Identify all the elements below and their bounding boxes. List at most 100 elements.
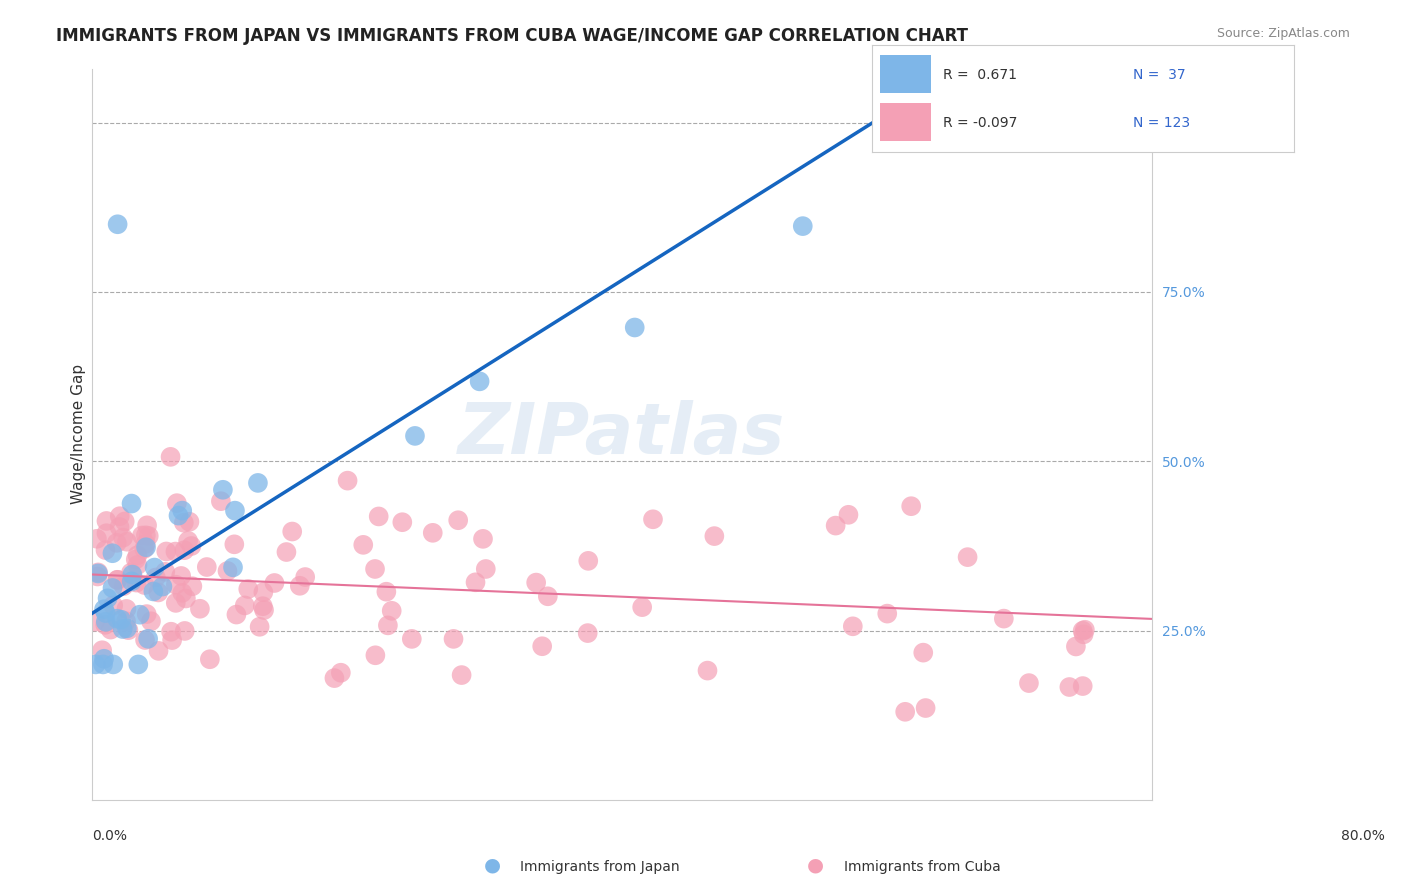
Point bbox=[281, 524, 304, 539]
Point bbox=[391, 515, 413, 529]
Text: IMMIGRANTS FROM JAPAN VS IMMIGRANTS FROM CUBA WAGE/INCOME GAP CORRELATION CHART: IMMIGRANTS FROM JAPAN VS IMMIGRANTS FROM… bbox=[56, 27, 969, 45]
Point bbox=[103, 657, 125, 672]
Point bbox=[195, 560, 218, 574]
Point bbox=[404, 429, 426, 443]
Text: ZIPatlas: ZIPatlas bbox=[458, 400, 786, 468]
Point bbox=[323, 671, 346, 685]
Point bbox=[252, 585, 274, 599]
Point bbox=[447, 513, 470, 527]
Point bbox=[152, 580, 174, 594]
Point bbox=[94, 606, 117, 620]
Point bbox=[87, 566, 110, 580]
Point bbox=[135, 537, 157, 551]
Point bbox=[443, 632, 465, 646]
Point bbox=[121, 574, 143, 589]
Point bbox=[912, 646, 935, 660]
Point bbox=[91, 643, 114, 657]
Point bbox=[576, 626, 599, 640]
Point bbox=[86, 569, 108, 583]
Point bbox=[364, 648, 387, 663]
Point bbox=[209, 494, 232, 508]
Point bbox=[100, 623, 122, 637]
Point bbox=[696, 664, 718, 678]
Point bbox=[86, 532, 108, 546]
Point bbox=[165, 544, 187, 558]
Point bbox=[112, 579, 135, 593]
Point bbox=[1064, 640, 1087, 654]
Point bbox=[165, 596, 187, 610]
Point bbox=[375, 584, 398, 599]
Point bbox=[576, 554, 599, 568]
Point bbox=[172, 503, 194, 517]
Text: N =  37: N = 37 bbox=[1133, 68, 1185, 81]
Point bbox=[103, 599, 125, 613]
Text: 0.0%: 0.0% bbox=[91, 829, 127, 843]
Point bbox=[120, 566, 142, 580]
Point bbox=[173, 543, 195, 558]
Point bbox=[252, 599, 274, 614]
Point bbox=[101, 581, 124, 595]
Point bbox=[224, 503, 246, 517]
Point bbox=[179, 515, 201, 529]
Point bbox=[134, 578, 156, 592]
Point bbox=[472, 532, 495, 546]
Point bbox=[108, 520, 131, 534]
Point bbox=[96, 526, 118, 541]
Point bbox=[94, 615, 117, 629]
Point bbox=[166, 496, 188, 510]
Point bbox=[249, 620, 271, 634]
Point bbox=[238, 582, 260, 596]
Point bbox=[222, 560, 245, 574]
Point bbox=[468, 375, 491, 389]
Point bbox=[148, 644, 170, 658]
Point bbox=[94, 543, 117, 558]
Point bbox=[524, 575, 547, 590]
Point bbox=[105, 536, 128, 550]
Point bbox=[115, 621, 138, 635]
Point bbox=[1074, 623, 1097, 637]
Point bbox=[377, 618, 399, 632]
Text: ●: ● bbox=[807, 855, 824, 874]
Point bbox=[181, 579, 204, 593]
Point bbox=[174, 591, 197, 606]
Point bbox=[139, 614, 162, 628]
Point bbox=[336, 474, 359, 488]
Point bbox=[134, 633, 156, 648]
Point bbox=[87, 566, 110, 581]
Point bbox=[531, 639, 554, 653]
Point bbox=[107, 573, 129, 587]
Point bbox=[900, 499, 922, 513]
Point bbox=[894, 705, 917, 719]
Point bbox=[956, 550, 979, 565]
Point bbox=[143, 560, 166, 574]
Point bbox=[537, 589, 560, 603]
Point bbox=[105, 573, 128, 587]
Point bbox=[631, 600, 654, 615]
Text: Immigrants from Cuba: Immigrants from Cuba bbox=[844, 860, 1000, 874]
Point bbox=[145, 570, 167, 584]
Bar bbox=[880, 103, 931, 141]
Point bbox=[142, 584, 165, 599]
Point bbox=[135, 528, 157, 542]
Point bbox=[475, 562, 498, 576]
Point bbox=[135, 607, 157, 621]
Point bbox=[217, 564, 239, 578]
Text: R =  0.671: R = 0.671 bbox=[943, 68, 1018, 81]
Point bbox=[135, 540, 157, 554]
Point bbox=[1071, 624, 1094, 638]
Point bbox=[112, 531, 135, 545]
Point bbox=[94, 618, 117, 632]
Y-axis label: Wage/Income Gap: Wage/Income Gap bbox=[72, 364, 86, 504]
Point bbox=[212, 483, 235, 497]
Point bbox=[224, 537, 246, 551]
Point bbox=[914, 701, 936, 715]
Point bbox=[138, 529, 160, 543]
Text: ●: ● bbox=[484, 855, 501, 874]
Bar bbox=[880, 55, 931, 93]
Point bbox=[225, 607, 247, 622]
Point bbox=[882, 116, 904, 130]
Point bbox=[96, 591, 118, 606]
Point bbox=[842, 619, 865, 633]
Point bbox=[160, 624, 183, 639]
Point bbox=[117, 623, 139, 637]
